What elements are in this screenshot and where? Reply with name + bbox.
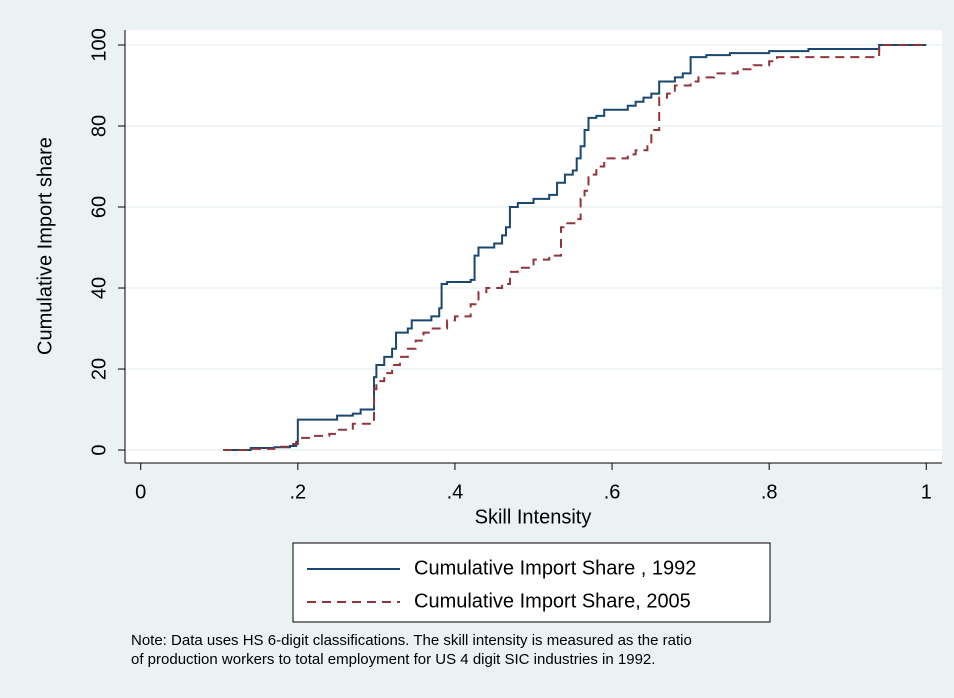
data-line <box>223 43 927 452</box>
y-tick-label: 80 <box>88 115 110 137</box>
note-line: of production workers to total employmen… <box>131 651 655 668</box>
data-line <box>223 43 927 452</box>
legend-label: Cumulative Import Share , 1992 <box>414 557 696 579</box>
x-tick-label: .2 <box>289 481 306 503</box>
x-tick-label: 1 <box>921 481 932 503</box>
legend-label: Cumulative Import Share, 2005 <box>414 590 691 612</box>
x-axis-label: Skill Intensity <box>475 506 592 528</box>
x-tick-label: .8 <box>761 481 778 503</box>
legend <box>292 542 771 623</box>
y-tick-label: 20 <box>88 358 110 380</box>
y-axis-label: Cumulative Import share <box>34 137 56 355</box>
x-tick-label: .4 <box>447 481 464 503</box>
plot-area <box>125 30 942 463</box>
y-tick-label: 100 <box>88 28 110 61</box>
x-tick-label: 0 <box>135 481 146 503</box>
y-tick-label: 60 <box>88 196 110 218</box>
x-tick-label: .6 <box>604 481 621 503</box>
note-line: Note: Data uses HS 6-digit classificatio… <box>131 632 692 649</box>
y-tick-label: 40 <box>88 277 110 299</box>
y-tick-label: 0 <box>88 444 110 455</box>
